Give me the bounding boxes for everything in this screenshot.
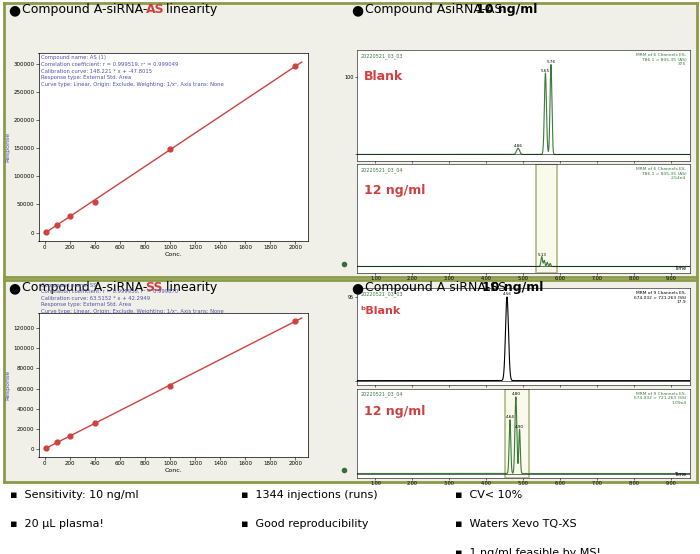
Text: 5.65: 5.65 — [541, 69, 550, 73]
Text: Time: Time — [674, 471, 686, 476]
Point — [41, 444, 52, 453]
Text: Compound AsiRNA-AS: Compound AsiRNA-AS — [365, 3, 507, 16]
Text: 20220521_03_04: 20220521_03_04 — [360, 392, 402, 397]
Text: 4.56: 4.56 — [503, 292, 512, 296]
Text: 4.80: 4.80 — [512, 392, 520, 396]
Text: Compound A-siRNA-: Compound A-siRNA- — [22, 281, 148, 294]
Text: ▪  20 µL plasma!: ▪ 20 µL plasma! — [10, 519, 104, 529]
Text: 20220521_03_03: 20220521_03_03 — [360, 291, 402, 297]
Text: SS: SS — [146, 281, 163, 294]
X-axis label: Conc.: Conc. — [164, 468, 182, 473]
Point — [41, 228, 52, 237]
Text: 5.13: 5.13 — [537, 253, 546, 257]
Point — [164, 381, 176, 390]
Text: MRM of 6 Channels ES-
786.1 > 805.35 (AS)
2.54e4: MRM of 6 Channels ES- 786.1 > 805.35 (AS… — [636, 167, 686, 181]
Text: ▪  1 ng/ml feasible by MS!: ▪ 1 ng/ml feasible by MS! — [455, 548, 601, 554]
Text: 4.64: 4.64 — [505, 415, 514, 419]
Text: MRM of 9 Channels ES-
674.032 > 721.263 (SS)
1.09e4: MRM of 9 Channels ES- 674.032 > 721.263 … — [634, 392, 686, 405]
Y-axis label: Response: Response — [6, 370, 10, 400]
Text: 4.90: 4.90 — [515, 424, 524, 429]
Text: Compound A siRNA-SS: Compound A siRNA-SS — [365, 281, 510, 294]
Point — [52, 438, 63, 447]
Text: ▪  Sensitivity: 10 ng/ml: ▪ Sensitivity: 10 ng/ml — [10, 490, 139, 500]
X-axis label: Conc.: Conc. — [164, 252, 182, 257]
Text: 5.76: 5.76 — [547, 60, 556, 64]
Text: 10 ng/ml: 10 ng/ml — [482, 281, 543, 294]
Point — [164, 145, 176, 154]
Point — [64, 432, 76, 440]
Point — [290, 317, 301, 326]
Text: Compound A-siRNA-: Compound A-siRNA- — [22, 3, 148, 16]
Text: ●: ● — [351, 281, 363, 295]
Point — [90, 418, 101, 427]
Text: MRM of 9 Channels ES-
674.032 > 721.263 (SS)
17.9: MRM of 9 Channels ES- 674.032 > 721.263 … — [634, 291, 686, 304]
Y-axis label: Response: Response — [6, 132, 10, 162]
Text: 20220521_03_04: 20220521_03_04 — [360, 167, 402, 173]
Text: ●: ● — [8, 281, 20, 295]
Text: linearity: linearity — [162, 281, 218, 294]
Text: 20220521_03_03: 20220521_03_03 — [360, 53, 402, 59]
Bar — [505, 389, 528, 478]
Text: Blank: Blank — [364, 70, 403, 83]
Point — [90, 197, 101, 206]
Text: Compound name: SS
Correlation coefficient: r = 0.999930, r² = 0.999870
Calibrati: Compound name: SS Correlation coefficien… — [41, 283, 223, 314]
Point — [52, 220, 63, 229]
Text: ᵇBlank: ᵇBlank — [360, 306, 400, 316]
Text: AS: AS — [146, 3, 164, 16]
Text: 12 ng/ml: 12 ng/ml — [364, 405, 425, 418]
Text: MRM of 6 Channels ES-
786.1 > 805.35 (AS)
375: MRM of 6 Channels ES- 786.1 > 805.35 (AS… — [636, 53, 686, 66]
Text: 12 ng/ml: 12 ng/ml — [364, 183, 425, 197]
Bar — [536, 164, 557, 273]
Text: 10 ng/ml: 10 ng/ml — [476, 3, 538, 16]
Text: ▪  Good reproducibility: ▪ Good reproducibility — [241, 519, 369, 529]
Point — [290, 61, 301, 70]
Text: Compound name: AS (1)
Correlation coefficient: r = 0.999519, r² = 0.999049
Calib: Compound name: AS (1) Correlation coeffi… — [41, 55, 223, 87]
Text: ●: ● — [8, 3, 20, 17]
Text: Time: Time — [674, 266, 686, 271]
Point — [64, 211, 76, 220]
Text: ▪  Waters Xevo TQ-XS: ▪ Waters Xevo TQ-XS — [455, 519, 577, 529]
Text: ▪  CV< 10%: ▪ CV< 10% — [455, 490, 522, 500]
Text: 4.86: 4.86 — [514, 143, 523, 148]
Text: linearity: linearity — [162, 3, 218, 16]
Text: ▪  1344 injections (runs): ▪ 1344 injections (runs) — [241, 490, 378, 500]
Text: ●: ● — [351, 3, 363, 17]
